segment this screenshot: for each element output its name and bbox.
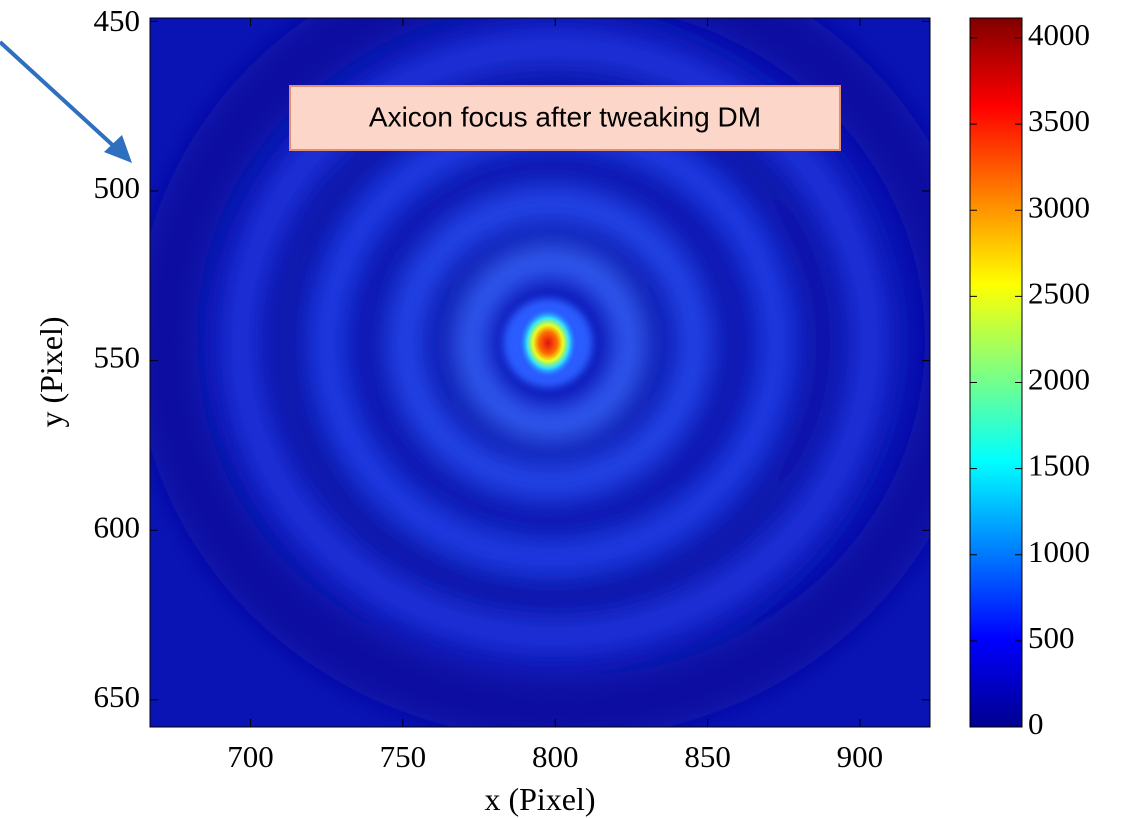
annotation: Axicon focus after tweaking DM bbox=[369, 101, 761, 132]
x-tick-label: 900 bbox=[837, 739, 884, 774]
colorbar-tick-label: 0 bbox=[1028, 706, 1044, 741]
arrow bbox=[0, 42, 132, 163]
x-tick-label: 850 bbox=[684, 739, 731, 774]
colorbar-tick-label: 500 bbox=[1028, 620, 1075, 655]
colorbar bbox=[970, 18, 1022, 727]
colorbar-tick-label: 4000 bbox=[1028, 17, 1090, 52]
y-tick-label: 600 bbox=[94, 509, 141, 544]
x-axis-label: x (Pixel) bbox=[484, 781, 595, 817]
x-tick-label: 700 bbox=[227, 739, 274, 774]
y-tick-label: 450 bbox=[94, 3, 141, 38]
chart: Axicon focus after tweaking DM x (Pixel)… bbox=[0, 0, 1127, 818]
y-tick-label: 650 bbox=[94, 679, 141, 714]
colorbar-tick-label: 2500 bbox=[1028, 275, 1090, 310]
colorbar-tick-label: 2000 bbox=[1028, 362, 1090, 397]
y-axis-label: y (Pixel) bbox=[33, 316, 69, 427]
colorbar-tick-label: 1000 bbox=[1028, 534, 1090, 569]
y-tick-label: 550 bbox=[94, 340, 141, 375]
x-tick-label: 800 bbox=[532, 739, 579, 774]
colorbar-tick-label: 1500 bbox=[1028, 448, 1090, 483]
y-tick-label: 500 bbox=[94, 170, 141, 205]
colorbar-tick-label: 3000 bbox=[1028, 189, 1090, 224]
colorbar-tick-label: 3500 bbox=[1028, 103, 1090, 138]
x-tick-label: 750 bbox=[380, 739, 427, 774]
